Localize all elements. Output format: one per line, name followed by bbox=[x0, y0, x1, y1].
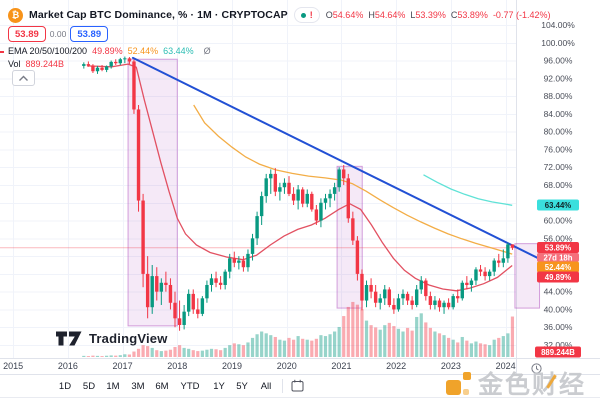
ema-100-badge bbox=[537, 261, 579, 273]
svg-text:40.00%: 40.00% bbox=[544, 304, 573, 314]
svg-text:100.00%: 100.00% bbox=[541, 38, 575, 48]
svg-text:88.00%: 88.00% bbox=[544, 91, 573, 101]
year-label: 2015 bbox=[3, 361, 24, 371]
svg-text:76.00%: 76.00% bbox=[544, 144, 573, 154]
legend-collapse-button[interactable] bbox=[12, 70, 35, 86]
go-to-date-button[interactable] bbox=[291, 379, 304, 397]
time-axis[interactable]: 2015 2016 2017 2018 2019 2020 2021 2022 2023 2024 bbox=[0, 358, 600, 374]
ema-200-line bbox=[423, 174, 513, 206]
data-status-dot-icon bbox=[300, 12, 306, 18]
range-button-3m[interactable]: 3M bbox=[128, 375, 147, 397]
svg-text:72.00%: 72.00% bbox=[544, 162, 573, 172]
volume-bars bbox=[82, 301, 515, 357]
year-label: 2024 bbox=[495, 361, 516, 371]
sell-price-button[interactable]: 53.89 bbox=[8, 26, 46, 42]
candles-layer bbox=[82, 56, 515, 331]
range-button-5d[interactable]: 5D bbox=[80, 375, 98, 397]
jinse-logo-icon bbox=[446, 370, 472, 398]
ema-200-badge bbox=[537, 199, 579, 211]
year-label: 2018 bbox=[167, 361, 188, 371]
jinse-watermark-text: 金色财经 bbox=[478, 371, 587, 399]
price-axis-labels: 104.00% 100.00% 96.00% 92.00% 88.00% 84.00% 80… bbox=[541, 20, 575, 350]
calendar-icon bbox=[291, 379, 304, 392]
year-label: 2017 bbox=[112, 361, 133, 371]
descending-trendline[interactable] bbox=[131, 56, 540, 260]
year-label: 2022 bbox=[386, 361, 407, 371]
last-price-badge bbox=[537, 242, 579, 253]
year-label: 2019 bbox=[221, 361, 243, 371]
svg-text:80.00%: 80.00% bbox=[544, 127, 573, 137]
svg-text:889.244B: 889.244B bbox=[541, 348, 575, 357]
tradingview-logo-text: TradingView bbox=[89, 331, 168, 346]
range-button-ytd[interactable]: YTD bbox=[178, 375, 203, 397]
svg-text:36.00%: 36.00% bbox=[544, 322, 573, 332]
svg-text:104.00%: 104.00% bbox=[541, 20, 575, 30]
ema-100-line bbox=[193, 104, 513, 255]
range-toolbar: 1D 5D 1M 3M 6M YTD 1Y 5Y All bbox=[0, 374, 600, 398]
range-button-5y[interactable]: 5Y bbox=[233, 375, 251, 397]
svg-text:92.00%: 92.00% bbox=[544, 73, 573, 83]
range-button-1d[interactable]: 1D bbox=[56, 375, 74, 397]
market-status-pill[interactable]: ! bbox=[293, 7, 320, 23]
svg-text:53.89%: 53.89% bbox=[545, 243, 572, 252]
jinse-watermark: 金色财经 bbox=[446, 370, 586, 398]
bar-countdown-badge bbox=[537, 253, 579, 262]
tradingview-logo-icon bbox=[56, 331, 82, 346]
range-button-all[interactable]: All bbox=[258, 375, 275, 397]
svg-text:63.44%: 63.44% bbox=[545, 201, 572, 210]
svg-text:49.89%: 49.89% bbox=[545, 273, 572, 282]
svg-text:96.00%: 96.00% bbox=[544, 56, 573, 66]
year-label: 2020 bbox=[276, 361, 297, 371]
year-label: 2023 bbox=[440, 361, 461, 371]
svg-text:60.00%: 60.00% bbox=[544, 216, 573, 226]
year-label: 2016 bbox=[57, 361, 78, 371]
chevron-up-icon bbox=[19, 75, 28, 81]
svg-text:52.44%: 52.44% bbox=[545, 263, 572, 272]
range-button-1y[interactable]: 1Y bbox=[210, 375, 228, 397]
ema-20-line bbox=[86, 63, 513, 292]
chart-canvas[interactable]: 104.00% 100.00% 96.00% 92.00% 88.00% 84.00% 80… bbox=[0, 0, 600, 358]
svg-text:44.00%: 44.00% bbox=[544, 287, 573, 297]
ema-20-badge bbox=[537, 271, 579, 283]
buy-price-button[interactable]: 53.89 bbox=[70, 26, 109, 42]
svg-text:56.00%: 56.00% bbox=[544, 233, 573, 243]
volume-badge bbox=[535, 346, 581, 358]
eye-hidden-icon[interactable]: Ø bbox=[203, 46, 211, 56]
tradingview-logo[interactable]: TradingView bbox=[56, 330, 168, 347]
range-button-1m[interactable]: 1M bbox=[103, 375, 122, 397]
svg-text:68.00%: 68.00% bbox=[544, 180, 573, 190]
svg-text:84.00%: 84.00% bbox=[544, 109, 573, 119]
year-label: 2021 bbox=[331, 361, 352, 371]
range-button-6m[interactable]: 6M bbox=[152, 375, 171, 397]
alert-icon: ! bbox=[309, 9, 313, 20]
axis-divider bbox=[516, 359, 517, 374]
svg-text:27d 18h: 27d 18h bbox=[543, 253, 572, 262]
svg-text:32.00%: 32.00% bbox=[544, 340, 573, 350]
axis-clock-icon[interactable] bbox=[531, 361, 542, 379]
toolbar-divider bbox=[282, 379, 283, 393]
